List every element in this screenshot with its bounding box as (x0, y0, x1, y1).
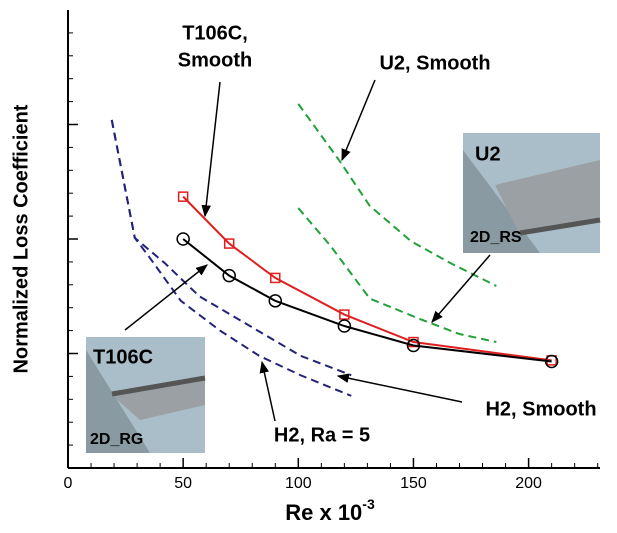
annotation-arrow (338, 376, 462, 402)
x-tick-label: 50 (174, 475, 192, 492)
y-axis-label: Normalized Loss Coefficient (10, 104, 32, 373)
series-line (183, 239, 551, 362)
x-tick-label: 100 (285, 475, 312, 492)
annotation-arrow (342, 80, 375, 160)
x-tick-label: 150 (400, 475, 427, 492)
inset-title: U2 (475, 143, 501, 165)
annotation-text: U2, Smooth (379, 52, 490, 74)
x-tick-label: 200 (515, 475, 542, 492)
x-axis-label: Re x 10-3 (285, 496, 375, 525)
annotation-text: Smooth (178, 49, 252, 71)
annotation-text: H2, Ra = 5 (274, 424, 370, 446)
inset-arrow (432, 255, 490, 322)
annotation-text: H2, Smooth (485, 398, 596, 420)
inset-title: T106C (93, 346, 153, 368)
inset-label: 2D_RG (90, 431, 143, 448)
x-label-exponent: -3 (362, 496, 375, 512)
x-tick-label: 0 (64, 475, 73, 492)
inset-label: 2D_RS (470, 229, 522, 246)
x-label-base: Re x 10 (285, 500, 362, 525)
annotation-text: T106C, (182, 22, 248, 44)
chart: U2 2D_RS T106C 2D_RG Normalized Loss Coeffi… (0, 0, 617, 533)
inset-arrow (125, 265, 207, 330)
annotation-arrow (262, 362, 275, 421)
annotation-arrow (205, 82, 220, 216)
